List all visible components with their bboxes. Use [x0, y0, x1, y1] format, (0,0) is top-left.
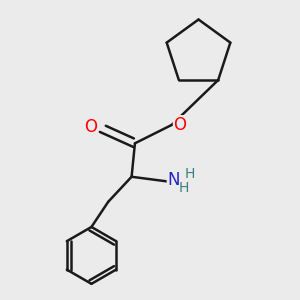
Text: O: O	[174, 116, 187, 134]
Text: N: N	[167, 171, 180, 189]
Text: H: H	[184, 167, 195, 182]
Text: O: O	[84, 118, 97, 136]
Text: H: H	[178, 181, 189, 195]
